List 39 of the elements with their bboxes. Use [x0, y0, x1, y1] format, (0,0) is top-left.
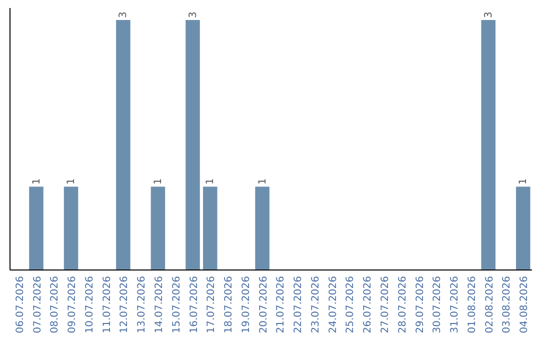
x-tick-label: 17.07.2026 — [206, 276, 218, 334]
x-tick-label: 06.07.2026 — [14, 276, 26, 334]
x-tick-label: 07.07.2026 — [32, 276, 44, 334]
x-tick-label: 27.07.2026 — [380, 276, 392, 334]
data-label: 1 — [205, 178, 216, 185]
x-tick-label: 10.07.2026 — [84, 276, 96, 334]
x-tick-label: 23.07.2026 — [310, 276, 322, 334]
x-tick-label: 03.08.2026 — [502, 276, 513, 334]
x-tick-label: 20.07.2026 — [258, 276, 270, 334]
x-tick-label: 25.07.2026 — [345, 276, 356, 334]
x-tick-label: 12.07.2026 — [119, 276, 130, 334]
x-tick-label: 30.07.2026 — [432, 276, 444, 334]
x-tick-label: 18.07.2026 — [224, 276, 235, 334]
x-tick-label: 28.07.2026 — [397, 276, 408, 334]
x-tick-label: 24.07.2026 — [328, 276, 339, 334]
x-tick-label: 16.07.2026 — [188, 276, 200, 334]
x-tick-label: 13.07.2026 — [136, 276, 148, 334]
data-label: 1 — [31, 178, 42, 185]
x-tick-label: 29.07.2026 — [414, 276, 426, 334]
x-tick-label: 21.07.2026 — [276, 276, 287, 334]
x-tick-label: 14.07.2026 — [154, 276, 165, 334]
x-tick-label: 15.07.2026 — [171, 276, 182, 334]
x-tick-label: 26.07.2026 — [362, 276, 374, 334]
x-tick-label: 02.08.2026 — [484, 276, 496, 334]
x-tick-label: 08.07.2026 — [50, 276, 61, 334]
data-label: 1 — [66, 178, 78, 185]
x-tick-label: 19.07.2026 — [240, 276, 252, 334]
x-tick-label: 11.07.2026 — [102, 276, 113, 334]
x-tick-label: 04.08.2026 — [519, 276, 530, 334]
x-tick-label: 22.07.2026 — [293, 276, 304, 334]
x-tick-label: 09.07.2026 — [67, 276, 78, 334]
data-label: 1 — [257, 178, 268, 185]
data-label: 1 — [518, 178, 530, 185]
x-tick-label: 31.07.2026 — [450, 276, 461, 334]
data-label: 3 — [188, 12, 199, 18]
data-label: 3 — [483, 12, 494, 18]
data-label: 1 — [152, 178, 164, 185]
x-tick-label: 01.08.2026 — [466, 276, 478, 334]
data-label: 3 — [118, 12, 130, 18]
